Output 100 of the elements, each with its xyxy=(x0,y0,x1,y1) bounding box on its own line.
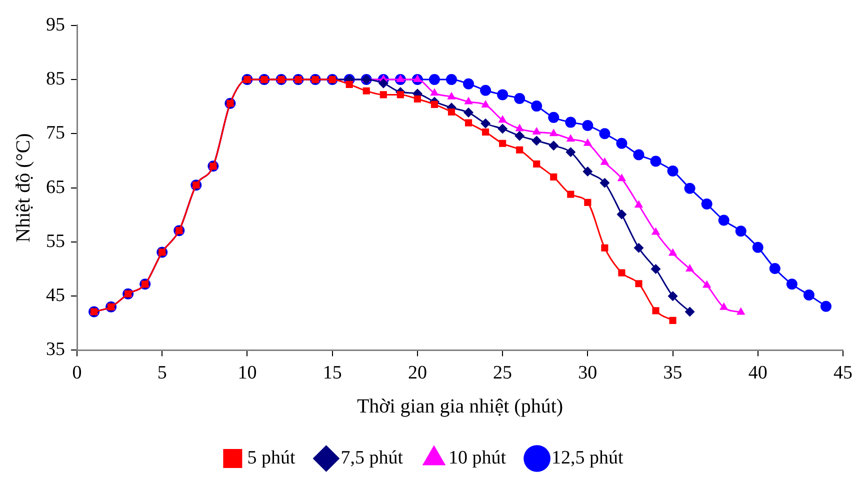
point xyxy=(668,291,678,302)
point xyxy=(413,74,422,82)
point xyxy=(668,248,678,256)
x-tick-label: 40 xyxy=(748,362,768,384)
point xyxy=(447,92,456,100)
point xyxy=(582,166,593,177)
point xyxy=(532,136,542,146)
y-tick-label: 95 xyxy=(46,14,65,36)
point xyxy=(550,173,558,181)
x-tick-label: 45 xyxy=(834,362,852,384)
point xyxy=(480,84,492,96)
point xyxy=(464,119,472,126)
point xyxy=(582,120,594,132)
point xyxy=(428,74,440,86)
point xyxy=(514,130,525,141)
point xyxy=(396,74,405,82)
point xyxy=(498,115,507,123)
point xyxy=(667,166,678,177)
point xyxy=(702,280,712,288)
y-axis-title: Nhiệt độ (°C) xyxy=(12,133,34,242)
x-tick-label: 25 xyxy=(493,362,512,384)
point xyxy=(584,198,592,206)
point xyxy=(600,178,610,188)
point xyxy=(735,226,746,237)
point xyxy=(617,174,626,182)
point xyxy=(430,100,438,108)
point xyxy=(720,302,728,310)
point xyxy=(464,108,474,118)
point xyxy=(531,100,542,112)
point xyxy=(548,140,559,151)
y-tick-label: 75 xyxy=(46,122,65,144)
point xyxy=(514,92,526,104)
point xyxy=(482,128,490,136)
y-tick-label: 65 xyxy=(46,176,65,198)
point xyxy=(599,128,610,140)
point xyxy=(752,242,764,253)
point xyxy=(481,100,490,108)
point xyxy=(634,242,644,253)
point xyxy=(566,134,575,142)
point xyxy=(618,269,626,276)
point xyxy=(346,80,353,88)
point xyxy=(499,140,506,147)
point xyxy=(515,124,524,132)
legend-label: 10 phút xyxy=(448,447,507,468)
point xyxy=(736,307,746,315)
point xyxy=(616,209,627,220)
point xyxy=(532,127,541,135)
point xyxy=(684,182,696,194)
legend-label: 7,5 phút xyxy=(340,447,404,468)
x-tick-label: 30 xyxy=(578,362,598,384)
point xyxy=(480,118,491,128)
point xyxy=(549,128,558,136)
point xyxy=(430,88,439,96)
point xyxy=(548,112,560,123)
x-tick-label: 10 xyxy=(238,362,257,384)
y-tick-label: 35 xyxy=(46,339,65,360)
point xyxy=(769,262,780,274)
point xyxy=(516,146,524,154)
point xyxy=(650,156,662,167)
point xyxy=(414,95,421,103)
point xyxy=(820,300,832,312)
y-tick-label: 55 xyxy=(46,230,65,252)
point xyxy=(498,124,508,134)
y-tick-label: 85 xyxy=(46,68,65,90)
point xyxy=(362,87,370,94)
point xyxy=(380,91,387,98)
legend-label: 12,5 phút xyxy=(552,447,624,468)
point xyxy=(566,147,576,158)
point xyxy=(464,96,473,104)
point xyxy=(635,280,642,288)
point xyxy=(701,198,712,210)
point xyxy=(718,214,730,226)
point xyxy=(652,307,660,314)
point xyxy=(651,227,660,235)
point xyxy=(616,138,628,149)
point xyxy=(446,74,457,86)
point xyxy=(396,91,404,98)
point xyxy=(600,157,610,165)
point xyxy=(448,108,456,116)
point xyxy=(684,306,695,317)
point xyxy=(633,149,644,160)
point xyxy=(378,78,388,88)
point xyxy=(803,289,814,300)
point xyxy=(786,278,798,290)
point xyxy=(463,78,474,90)
point xyxy=(685,264,694,272)
point xyxy=(669,316,676,324)
point xyxy=(533,160,540,168)
point xyxy=(583,138,592,146)
x-tick-label: 15 xyxy=(322,362,342,384)
point xyxy=(601,244,608,252)
x-tick-label: 0 xyxy=(72,362,82,384)
x-tick-label: 20 xyxy=(408,362,427,384)
point xyxy=(634,200,644,208)
point xyxy=(497,89,508,100)
point xyxy=(567,190,574,198)
x-tick-label: 35 xyxy=(663,362,682,384)
x-tick-label: 5 xyxy=(157,362,167,384)
point xyxy=(565,116,576,128)
y-tick-label: 45 xyxy=(46,285,65,306)
